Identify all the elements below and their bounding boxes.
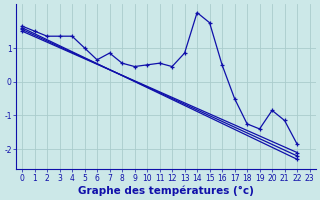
X-axis label: Graphe des températures (°c): Graphe des températures (°c)	[78, 185, 254, 196]
